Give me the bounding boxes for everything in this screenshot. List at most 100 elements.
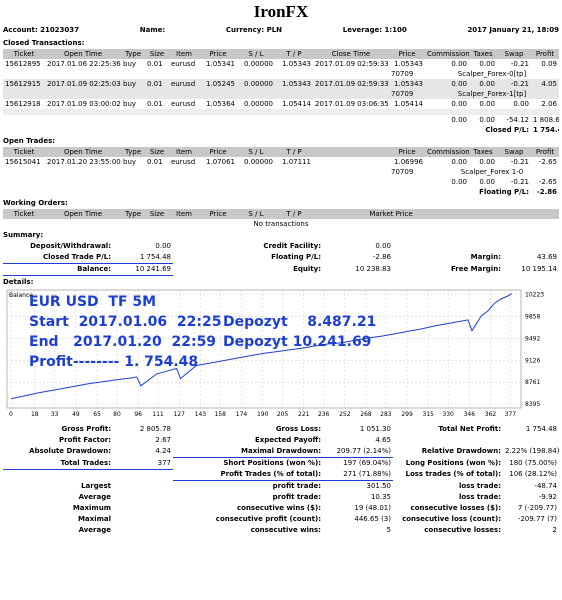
empty-cell xyxy=(3,89,389,99)
cell: 2017.01.09 02:25:03 xyxy=(45,79,121,89)
kv-row: Deposit/Withdrawal: 0.00 Credit Facility: 0… xyxy=(3,241,559,252)
pl-row: Floating P/L: -2.86 xyxy=(3,187,559,197)
cell: Price xyxy=(199,209,237,219)
annotation: End 2017.01.20 22:59 xyxy=(29,334,216,350)
cell: Type xyxy=(121,147,145,157)
cell: Equity: xyxy=(293,265,321,273)
currency: Currency: PLN xyxy=(225,26,283,34)
empty-cell xyxy=(113,481,173,493)
cell: Item xyxy=(169,49,199,59)
summary-section: Summary: Deposit/Withdrawal: 0.00 Credit Fa… xyxy=(3,230,559,276)
cell: Balance: xyxy=(3,263,113,276)
cell: Profit Trades (% of total): xyxy=(173,469,323,481)
cell: 10 241.69 xyxy=(113,263,173,276)
cell: 4.24 xyxy=(155,447,171,456)
x-tick-label: 111 xyxy=(152,411,164,418)
pl-row: Closed P/L: 1 754.48 xyxy=(3,125,559,135)
empty-cell xyxy=(469,209,559,219)
cell: consecutive losses ($): xyxy=(410,504,501,512)
cell: eurusd xyxy=(171,60,196,68)
cell: Price xyxy=(389,49,425,59)
cell: 0.00 xyxy=(479,158,495,166)
cell: 70709 xyxy=(391,168,414,176)
cell: Margin: xyxy=(470,253,501,262)
cell: profit trade: xyxy=(272,482,321,490)
cell: 0.00000 xyxy=(244,60,273,68)
cell: -0.21 xyxy=(497,79,531,89)
cell: Free Margin: xyxy=(450,265,501,273)
cell: Price xyxy=(389,147,425,157)
cell: Absolute Drawdown: xyxy=(29,447,111,456)
cell: 0.00 xyxy=(513,100,529,108)
cell: 15612895 xyxy=(5,60,41,68)
empty-cell xyxy=(3,125,425,135)
annotation: Start 2017.01.06 22:25 xyxy=(29,314,221,330)
kv-row: Absolute Drawdown: 4.24 Maximal Drawdown: 2… xyxy=(3,446,559,458)
trade-row: 15612918 2017.01.09 03:00:02 buy 0.01 eurusd… xyxy=(3,99,559,109)
cell: -2.86 xyxy=(372,253,391,262)
empty-cell xyxy=(113,525,173,536)
x-tick-label: 330 xyxy=(442,411,454,418)
empty-cell xyxy=(3,69,389,79)
cell: 19 (48.01) xyxy=(354,504,391,512)
annotation: EUR USD TF 5M xyxy=(29,294,156,310)
cell: 0.00 xyxy=(451,100,467,108)
x-tick-label: 252 xyxy=(339,411,351,418)
empty-cell xyxy=(313,147,389,157)
working-section: Working Orders: Ticket Open Time Type Size It… xyxy=(3,198,559,229)
empty-cell xyxy=(113,492,173,503)
cell: 0.09 xyxy=(541,60,557,68)
date: 2017 January 21, 18:09 xyxy=(467,26,559,34)
note-row: 70709 Scalper_Forex 1-0 xyxy=(3,167,559,177)
kv-row: Maximum consecutive wins ($): 19 (48.01) co… xyxy=(3,503,559,514)
cell: 10 238.83 xyxy=(355,265,391,273)
cell: Size xyxy=(145,147,169,157)
cell: 10 195.14 xyxy=(521,265,557,273)
cell: Ticket xyxy=(3,209,45,219)
cell: Price xyxy=(199,147,237,157)
cell: 15612915 xyxy=(3,79,45,89)
cell: Maximal Drawdown: xyxy=(173,446,323,458)
cell: 0.00 xyxy=(375,242,391,250)
empty-cell xyxy=(393,241,559,252)
cell: Commission xyxy=(425,147,469,157)
cell: -2.86 xyxy=(536,188,557,196)
cell: 180 (75.00%) xyxy=(509,458,557,467)
cell: 1.05343 xyxy=(275,79,313,89)
cell: 1.05245 xyxy=(199,79,237,89)
cell: 1.05343 xyxy=(389,79,425,89)
cell: 2 805.78 xyxy=(139,425,171,433)
cell: consecutive profit (count): xyxy=(215,515,321,523)
cell: S / L xyxy=(237,209,275,219)
cell: 0.01 xyxy=(145,79,169,89)
cell: 209.77 (2.14%) xyxy=(323,446,393,458)
empty-cell xyxy=(3,187,425,197)
cell: 0.01 xyxy=(147,100,163,108)
kv-row: Profit Factor: 2.67 Expected Payoff: 4.65 xyxy=(3,435,559,446)
cell: eurusd xyxy=(171,158,196,166)
cell: 0.00 xyxy=(425,79,469,89)
cell: consecutive losses: xyxy=(424,526,501,534)
cell: 70709 xyxy=(391,70,414,78)
cell: Price xyxy=(199,49,237,59)
cell: Open Time xyxy=(45,49,121,59)
balance-chart: 10223 9858 9492 9126 8761 8395 0 18 33 49 65 80 96 11… xyxy=(6,289,544,418)
x-tick-label: 346 xyxy=(464,411,476,418)
cell: Taxes xyxy=(469,147,497,157)
cell: Open Time xyxy=(45,147,121,157)
x-tick-label: 143 xyxy=(195,411,207,418)
section-title: Closed Transactions: xyxy=(3,39,85,47)
cell: S / L xyxy=(237,49,275,59)
cell: 1 051.30 xyxy=(359,425,391,433)
cell: 0.00000 xyxy=(244,158,273,166)
cell: -0.21 xyxy=(510,178,529,186)
empty-cell xyxy=(3,167,389,177)
cell: 301.50 xyxy=(366,482,392,490)
y-tick-label: 10223 xyxy=(525,292,544,299)
x-tick-label: 33 xyxy=(51,411,59,418)
cell: buy xyxy=(123,158,137,166)
cell: 1.06996 xyxy=(394,158,423,166)
cell: Item xyxy=(169,147,199,157)
cell: -0.21 xyxy=(510,158,529,166)
